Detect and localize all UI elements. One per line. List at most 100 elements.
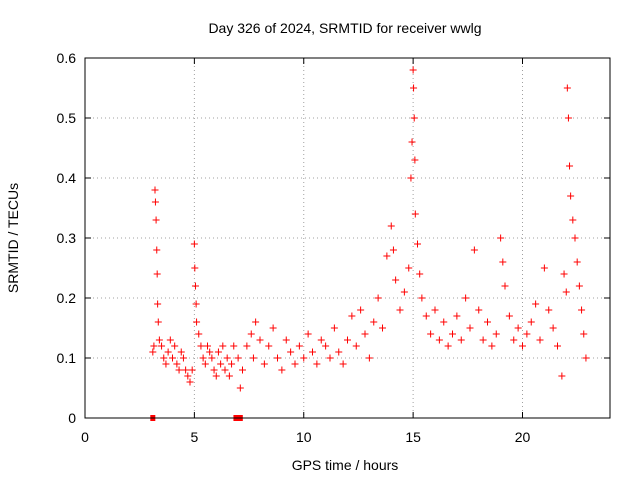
data-point [339,360,347,368]
data-point [150,342,158,350]
data-point [527,318,535,326]
data-point [396,306,404,314]
data-point [492,330,500,338]
data-point [252,318,260,326]
data-point [175,366,183,374]
data-point [466,324,474,332]
data-point [554,342,561,350]
data-point [166,336,174,344]
data-point [162,360,170,368]
data-point [370,318,378,326]
data-point [563,84,571,92]
data-point [352,342,360,350]
y-tick-label: 0.3 [57,230,77,246]
data-point [411,156,419,164]
data-point [149,348,157,356]
data-point [435,336,443,344]
data-point [269,324,277,332]
plot-frame [84,57,611,419]
data-point [462,294,470,302]
data-point [228,360,236,368]
data-point [344,336,351,344]
data-point [549,324,557,332]
x-axis-label: GPS time / hours [292,457,399,473]
data-point [582,354,590,362]
data-point [410,114,418,122]
data-point [160,354,168,362]
data-point [214,348,222,356]
data-point [182,366,190,374]
data-point [575,282,583,290]
y-tick-label: 0.6 [57,50,77,66]
data-point [260,360,268,368]
data-point [313,360,321,368]
data-point [287,348,295,356]
y-axis-label: SRMTID / TECUs [5,183,21,293]
data-point [484,318,491,326]
data-point [427,330,435,338]
data-point [357,306,365,314]
data-point [317,336,325,344]
data-point [151,186,159,194]
data-point [191,264,199,272]
data-point [212,372,220,380]
data-point [387,222,395,230]
data-point [154,318,162,326]
x-tick-label: 0 [81,429,89,445]
data-point [153,270,161,278]
data-point [569,216,577,224]
axis-ticks: 0 0.1 0.2 0.3 0.4 0.5 0.6 0 5 10 15 20 [57,50,610,445]
data-point [410,84,418,92]
data-point [153,246,161,254]
data-point [225,372,233,380]
data-point [236,384,244,392]
data-point [335,348,343,356]
data-point [400,288,408,296]
data-point [389,246,397,254]
data-point [510,336,518,344]
data-point [479,336,487,344]
data-point [199,354,207,362]
data-point [540,264,548,272]
data-point [177,348,185,356]
chart-title: Day 326 of 2024, SRMTID for receiver wwl… [208,20,481,36]
data-point [217,360,225,368]
data-point [223,354,231,362]
data-point [440,318,448,326]
data-point [501,282,509,290]
data-point [560,270,568,278]
data-point [210,366,218,374]
data-point [409,66,417,74]
data-point [558,372,566,380]
data-point [291,360,299,368]
data-point [571,234,579,242]
x-tick-label: 10 [296,429,312,445]
x-tick-label: 20 [515,429,531,445]
data-point [230,342,238,350]
data-point [191,282,199,290]
data-point [179,354,187,362]
data-point [195,330,203,338]
data-point [204,342,211,350]
data-point [184,372,192,380]
data-point [536,336,544,344]
data-point [514,324,522,332]
data-point [411,210,419,218]
data-point [488,342,496,350]
data-points [149,66,590,421]
data-point [470,246,478,254]
data-point [201,360,209,368]
data-point [566,162,574,170]
data-point [330,324,338,332]
y-tick-label: 0.5 [57,110,77,126]
data-point [573,258,581,266]
data-point [239,366,246,374]
data-point [365,354,373,362]
data-point [361,330,369,338]
data-point [192,300,200,308]
data-point [449,330,456,338]
data-point [304,330,312,338]
data-point [197,342,205,350]
data-point [249,354,257,362]
